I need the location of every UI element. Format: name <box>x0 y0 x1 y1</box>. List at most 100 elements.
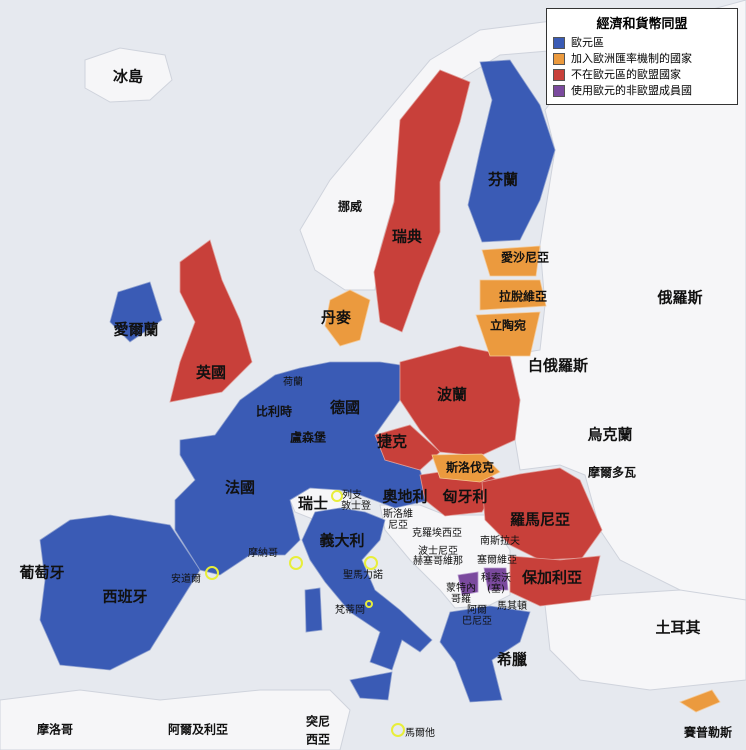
eu-non-euro-countries <box>169 69 603 607</box>
denmark-shape <box>324 289 371 347</box>
greece-shape <box>439 605 531 703</box>
label-ireland: 愛爾蘭 <box>113 321 158 339</box>
label-vatican: 梵蒂岡 <box>335 604 365 616</box>
label-serbia: 塞爾維亞 <box>477 553 517 566</box>
label-germany: 德國 <box>330 399 360 417</box>
label-macedonia: 馬其頓 <box>497 599 527 612</box>
label-slovenia-1: 斯洛維 <box>383 507 413 520</box>
montenegro-shape <box>457 571 479 596</box>
label-croatia: 克羅埃西亞 <box>412 526 462 539</box>
label-malta: 馬爾他 <box>405 726 435 739</box>
non-eu-euro-countries <box>457 567 509 596</box>
label-luxembourg: 盧森堡 <box>290 430 326 445</box>
eastern-europe-shape <box>509 0 746 611</box>
label-bosnia-2: 赫塞哥維那 <box>413 554 463 567</box>
eu-non-euro-swatch <box>553 69 565 81</box>
label-italy: 義大利 <box>319 532 364 550</box>
eurozone-countries <box>39 59 556 703</box>
uk-shape <box>169 239 253 403</box>
kosovo-shape <box>483 567 509 591</box>
vatican-marker <box>365 600 373 608</box>
andorra-marker <box>205 566 219 580</box>
label-slovenia-2: 尼亞 <box>388 519 408 531</box>
label-bosnia-1: 波士尼亞 <box>418 544 458 557</box>
label-tunisia-1: 突尼 <box>306 714 330 729</box>
bulgaria-shape <box>509 555 601 607</box>
country-labels: 冰島 挪威 瑞典 芬蘭 愛沙尼亞 拉脫維亞 立陶宛 丹麥 愛爾蘭 英國 俄羅斯 … <box>18 68 732 747</box>
label-poland: 波蘭 <box>437 386 467 404</box>
lithuania-shape <box>475 311 541 357</box>
label-albania-2: 巴尼亞 <box>462 615 492 627</box>
sweden-shape <box>373 69 471 333</box>
label-denmark: 丹麥 <box>321 309 352 327</box>
legend-item-non-eu-euro: 使用歐元的非歐盟成員國 <box>553 83 731 99</box>
label-netherlands: 荷蘭 <box>283 375 303 388</box>
liechtenstein-marker <box>331 490 343 502</box>
western-central-shape <box>174 361 431 576</box>
iberia-shape <box>39 514 201 671</box>
label-norway: 挪威 <box>338 199 362 214</box>
czech-shape <box>374 424 441 471</box>
label-morocco: 摩洛哥 <box>37 722 73 737</box>
label-montenegro-2: 哥羅 <box>451 593 471 605</box>
label-austria: 奧地利 <box>382 488 427 506</box>
label-ukraine: 烏克蘭 <box>587 426 632 444</box>
label-uk: 英國 <box>196 364 226 382</box>
turkey-shape <box>544 589 746 691</box>
label-portugal: 葡萄牙 <box>18 564 64 582</box>
legend-label: 歐元區 <box>571 36 604 49</box>
legend-item-eu-non-euro: 不在歐元區的歐盟國家 <box>553 67 731 83</box>
legend-label: 加入歐洲匯率機制的國家 <box>571 52 692 65</box>
label-romania: 羅馬尼亞 <box>510 511 570 529</box>
label-algeria: 阿爾及利亞 <box>168 722 228 737</box>
label-bulgaria: 保加利亞 <box>521 569 582 587</box>
label-spain: 西班牙 <box>102 588 147 606</box>
label-finland: 芬蘭 <box>488 171 518 189</box>
label-russia: 俄羅斯 <box>656 289 702 307</box>
latvia-shape <box>479 279 547 311</box>
label-cyprus: 賽普勒斯 <box>683 725 732 740</box>
label-sweden: 瑞典 <box>392 228 422 246</box>
erm-countries <box>324 245 721 713</box>
label-turkey: 土耳其 <box>655 619 700 637</box>
label-estonia: 愛沙尼亞 <box>501 250 549 265</box>
label-yugoslavia: 南斯拉夫 <box>480 534 520 547</box>
label-andorra: 安道爾 <box>171 572 201 585</box>
sardinia-shape <box>304 587 323 633</box>
italy-shape <box>301 507 433 671</box>
iceland-shape <box>84 47 173 103</box>
romania-shape <box>481 467 603 561</box>
label-iceland: 冰島 <box>113 68 143 86</box>
label-montenegro-1: 蒙特內 <box>446 581 476 594</box>
label-albania-1: 阿爾 <box>467 604 487 616</box>
label-latvia: 拉脫維亞 <box>499 289 547 304</box>
label-belgium: 比利時 <box>256 404 292 419</box>
monaco-marker <box>289 556 303 570</box>
slovakia-shape <box>431 453 501 483</box>
label-slovakia: 斯洛伐克 <box>446 460 494 475</box>
label-france: 法國 <box>225 479 255 497</box>
label-kosovo-1: 科索沃 <box>481 571 511 584</box>
label-san-marino: 聖馬力諾 <box>343 568 383 581</box>
legend-item-erm: 加入歐洲匯率機制的國家 <box>553 51 731 67</box>
san-marino-marker <box>364 556 378 570</box>
cyprus-shape <box>679 689 721 713</box>
label-moldova: 摩爾多瓦 <box>588 465 636 480</box>
label-tunisia-2: 西亞 <box>306 733 330 747</box>
map-legend: 經濟和貨幣同盟 歐元區 加入歐洲匯率機制的國家 不在歐元區的歐盟國家 使用歐元的… <box>546 8 738 105</box>
label-switzerland: 瑞士 <box>298 495 328 513</box>
label-liechtenstein-1: 列支 <box>342 488 362 501</box>
legend-item-eurozone: 歐元區 <box>553 35 731 51</box>
sicily-shape <box>349 671 393 701</box>
label-belarus: 白俄羅斯 <box>528 357 588 375</box>
legend-label: 不在歐元區的歐盟國家 <box>571 68 681 81</box>
finland-shape <box>467 59 556 243</box>
norway-shape <box>299 19 561 291</box>
eurozone-swatch <box>553 37 565 49</box>
non-eu-euro-swatch <box>553 85 565 97</box>
label-greece: 希臘 <box>497 651 527 669</box>
microstate-markers <box>205 490 405 737</box>
label-liechtenstein-2: 敦士登 <box>341 499 371 512</box>
legend-title: 經濟和貨幣同盟 <box>596 17 688 32</box>
